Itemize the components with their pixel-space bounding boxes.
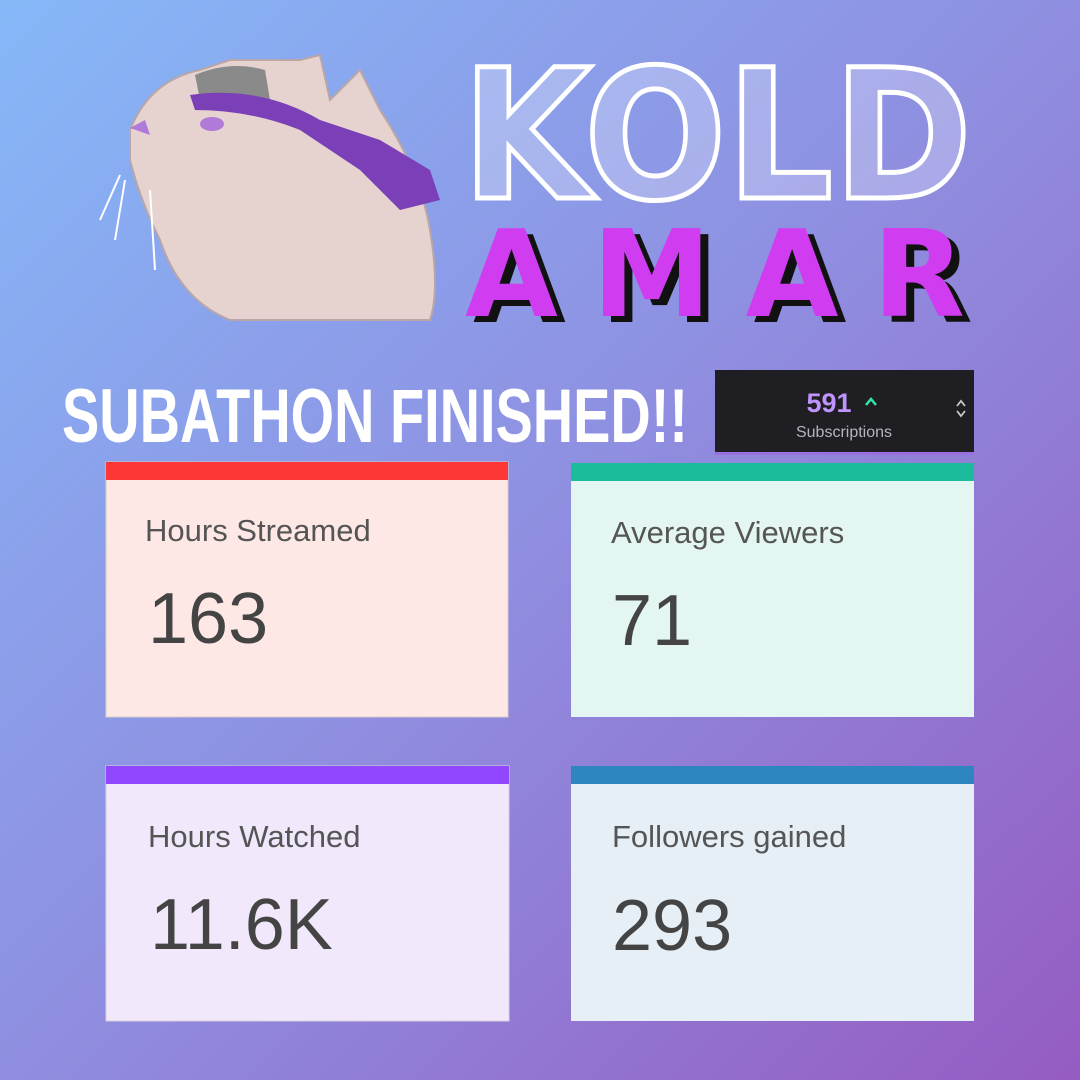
sort-icon[interactable] bbox=[956, 399, 966, 418]
widget-value: 591 bbox=[806, 388, 851, 418]
card-accent bbox=[106, 766, 509, 784]
card-accent bbox=[571, 766, 974, 784]
card-value: 163 bbox=[148, 579, 268, 659]
logo-line1: KOLD bbox=[462, 32, 972, 241]
card-accent bbox=[106, 462, 508, 480]
subscriptions-widget: 591 Subscriptions bbox=[715, 370, 974, 455]
card-value: 293 bbox=[612, 886, 732, 966]
card-panel bbox=[105, 461, 509, 718]
trend-up-icon bbox=[865, 397, 877, 406]
card-accent bbox=[571, 463, 974, 481]
cat-illustration bbox=[99, 53, 440, 321]
widget-panel bbox=[715, 370, 974, 452]
stat-card: Average Viewers 71 bbox=[571, 463, 974, 717]
stat-card: Hours Streamed 163 bbox=[105, 461, 509, 718]
stat-card: Followers gained 293 bbox=[571, 766, 974, 1021]
card-value: 71 bbox=[612, 581, 692, 661]
card-panel bbox=[571, 766, 974, 1021]
stat-card: Hours Watched 11.6K bbox=[105, 765, 510, 1022]
card-panel bbox=[571, 463, 974, 717]
widget-underline bbox=[715, 452, 974, 455]
headline: SUBATHON FINISHED!! bbox=[62, 374, 688, 459]
card-label: Average Viewers bbox=[611, 515, 844, 550]
widget-label: Subscriptions bbox=[796, 424, 892, 441]
card-label: Followers gained bbox=[612, 819, 846, 854]
card-panel bbox=[105, 765, 510, 1022]
card-label: Hours Streamed bbox=[145, 513, 371, 548]
card-value: 11.6K bbox=[150, 885, 333, 965]
card-label: Hours Watched bbox=[148, 819, 361, 854]
